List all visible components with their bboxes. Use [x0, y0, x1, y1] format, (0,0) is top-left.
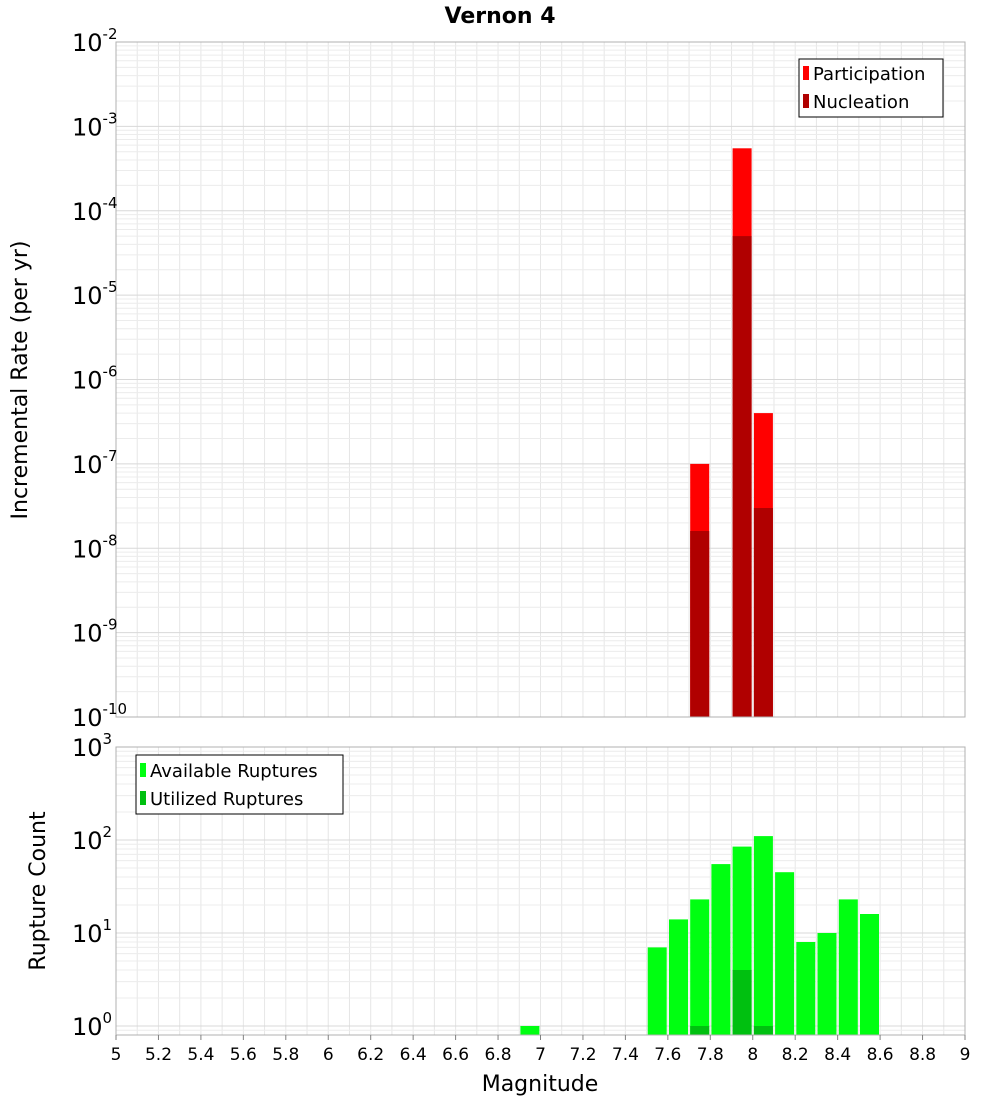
x-tick-3: 5.6 — [230, 1045, 257, 1065]
bottom-y-axis-label: Rupture Count — [26, 811, 51, 971]
legend-label-available: Available Ruptures — [150, 761, 318, 782]
top-bar-b-0 — [690, 531, 710, 717]
x-tick-0: 5 — [111, 1045, 122, 1065]
top-ytick-7: 10-3 — [72, 109, 118, 141]
x-tick-11: 7.2 — [569, 1045, 596, 1065]
bot-bar-a-0 — [520, 1026, 540, 1035]
x-tick-9: 6.8 — [484, 1045, 511, 1065]
bot-bar-a-1 — [647, 947, 667, 1035]
top-bar-b-2 — [753, 508, 773, 717]
bot-bar-a-8 — [796, 942, 816, 1035]
bot-ytick-0: 100 — [72, 1009, 112, 1041]
x-tick-labels: 5 5.2 5.4 5.6 5.8 6 6.2 6.4 6.6 6.8 7 7.2 7.4 7.6 7.8 8… — [111, 1035, 971, 1065]
top-panel: 10-10 10-9 10-8 10-7 10-6 10-5 10-4 10-3 10-2 In… — [8, 25, 966, 732]
bottom-panel: 100 101 102 103 5 5.2 5.4 5.6 5.8 6 6.2 6.4 6.6 6.8 7… — [26, 730, 970, 1097]
top-ytick-0: 10-10 — [72, 700, 127, 732]
bot-bar-a-11 — [860, 914, 879, 1035]
x-tick-16: 8.2 — [782, 1045, 809, 1065]
x-tick-1: 5.2 — [145, 1045, 172, 1065]
bot-ytick-1: 101 — [72, 916, 112, 948]
bot-bar-a-6 — [753, 836, 773, 1035]
bot-bar-a-10 — [838, 899, 858, 1035]
bot-ytick-3: 103 — [72, 730, 112, 762]
legend-swatch-utilized — [140, 791, 146, 805]
chart-title: Vernon 4 — [445, 4, 556, 29]
x-tick-14: 7.8 — [697, 1045, 724, 1065]
top-bar-b-1 — [732, 236, 752, 717]
bot-bar-a-4 — [711, 864, 731, 1035]
legend-swatch-participation — [803, 66, 809, 80]
legend-label-nucleation: Nucleation — [813, 92, 909, 113]
bot-bar-b-1 — [732, 970, 752, 1035]
x-tick-7: 6.4 — [400, 1045, 427, 1065]
top-ytick-8: 10-2 — [72, 25, 118, 57]
legend-label-participation: Participation — [813, 64, 925, 85]
top-legend: Participation Nucleation — [798, 58, 944, 118]
x-tick-10: 7 — [535, 1045, 546, 1065]
bot-bar-a-3 — [690, 899, 710, 1035]
x-tick-15: 8 — [747, 1045, 758, 1065]
top-ytick-5: 10-5 — [72, 278, 118, 310]
top-gridlines — [115, 41, 966, 718]
legend-label-utilized: Utilized Ruptures — [150, 789, 303, 810]
x-tick-6: 6.2 — [357, 1045, 384, 1065]
bot-ytick-2: 102 — [72, 823, 112, 855]
top-ytick-4: 10-6 — [72, 363, 118, 395]
x-tick-18: 8.6 — [867, 1045, 894, 1065]
bot-bar-a-7 — [775, 872, 795, 1035]
top-ytick-3: 10-7 — [72, 447, 118, 479]
bot-bar-a-9 — [817, 933, 837, 1035]
top-ytick-6: 10-4 — [72, 194, 118, 226]
x-tick-5: 6 — [323, 1045, 334, 1065]
top-bars — [690, 148, 773, 718]
x-tick-13: 7.6 — [654, 1045, 681, 1065]
x-tick-19: 8.8 — [909, 1045, 936, 1065]
top-ytick-1: 10-9 — [72, 616, 118, 648]
bottom-y-tick-labels: 100 101 102 103 — [72, 730, 112, 1041]
bot-bar-b-2 — [753, 1026, 773, 1035]
x-tick-2: 5.4 — [187, 1045, 214, 1065]
x-tick-12: 7.4 — [612, 1045, 639, 1065]
legend-swatch-nucleation — [803, 94, 809, 108]
bottom-legend: Available Ruptures Utilized Ruptures — [135, 754, 344, 815]
bot-bar-a-2 — [669, 919, 688, 1035]
top-plot-frame — [115, 41, 966, 718]
x-tick-20: 9 — [960, 1045, 971, 1065]
x-tick-4: 5.8 — [272, 1045, 299, 1065]
top-y-tick-labels: 10-10 10-9 10-8 10-7 10-6 10-5 10-4 10-3 10-2 — [72, 25, 127, 732]
x-tick-8: 6.6 — [442, 1045, 469, 1065]
x-tick-17: 8.4 — [824, 1045, 851, 1065]
x-axis-label: Magnitude — [482, 1072, 599, 1097]
bottom-bars — [520, 836, 879, 1035]
legend-swatch-available — [140, 763, 146, 777]
top-ytick-2: 10-8 — [72, 531, 118, 563]
bot-bar-b-0 — [690, 1026, 710, 1035]
top-y-axis-label: Incremental Rate (per yr) — [8, 241, 33, 520]
